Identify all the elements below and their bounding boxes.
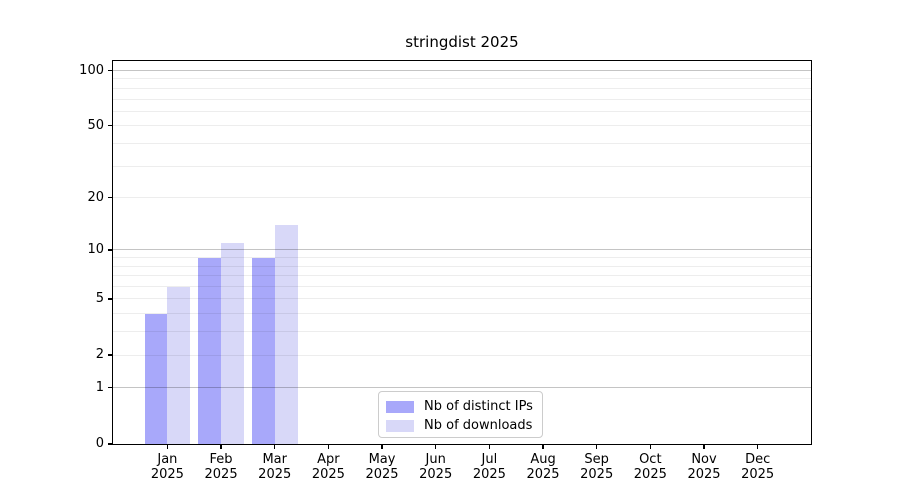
x-tick-month: Feb: [209, 452, 233, 467]
chart-title: stringdist 2025: [405, 33, 519, 51]
x-tick-year: 2025: [204, 466, 238, 482]
x-tick-month: Dec: [745, 452, 771, 467]
legend: Nb of distinct IPs Nb of downloads: [378, 391, 543, 438]
x-tick-month: Jan: [157, 452, 178, 467]
x-axis-tick: [596, 444, 598, 449]
x-tick-month: Sep: [584, 452, 609, 467]
bar-distinct-ips: [144, 313, 168, 444]
minor-gridline: [113, 110, 811, 112]
legend-swatch-distinct-ips: [386, 400, 414, 413]
y-axis-tick: [108, 197, 113, 199]
x-tick-year: 2025: [633, 466, 667, 482]
major-gridline: [113, 387, 811, 389]
y-tick-label: 1: [95, 379, 104, 395]
x-tick-label: Aug 2025: [511, 452, 575, 482]
x-tick-month: Nov: [691, 452, 717, 467]
x-tick-year: 2025: [580, 466, 614, 482]
minor-gridline: [113, 78, 811, 80]
x-tick-year: 2025: [472, 466, 506, 482]
x-axis-tick: [542, 444, 544, 449]
bar-downloads: [274, 224, 298, 444]
x-tick-month: Mar: [262, 452, 287, 467]
x-axis-tick: [488, 444, 490, 449]
y-tick-label: 20: [87, 189, 104, 205]
y-axis-tick: [108, 387, 113, 389]
y-tick-label: 100: [79, 62, 104, 78]
x-tick-month: May: [368, 452, 396, 467]
x-tick-label: Feb 2025: [189, 452, 253, 482]
x-tick-month: Oct: [639, 452, 662, 467]
y-axis-tick: [108, 443, 113, 445]
y-axis-tick: [108, 298, 113, 300]
x-tick-label: Jun 2025: [404, 452, 468, 482]
minor-gridline: [113, 98, 811, 100]
minor-gridline: [113, 298, 811, 300]
x-tick-label: May 2025: [350, 452, 414, 482]
y-axis-tick: [108, 354, 113, 356]
x-tick-year: 2025: [687, 466, 721, 482]
x-tick-label: Jul 2025: [457, 452, 521, 482]
legend-label-downloads: Nb of downloads: [424, 418, 533, 434]
x-tick-label: Mar 2025: [243, 452, 307, 482]
y-tick-label: 5: [95, 290, 104, 306]
minor-gridline: [113, 265, 811, 267]
legend-swatch-downloads: [386, 419, 414, 432]
major-gridline: [113, 70, 811, 71]
x-tick-year: 2025: [311, 466, 345, 482]
x-tick-month: Aug: [530, 452, 556, 467]
x-tick-label: Nov 2025: [672, 452, 736, 482]
x-tick-label: Oct 2025: [618, 452, 682, 482]
minor-gridline: [113, 275, 811, 277]
bar-downloads: [167, 286, 191, 444]
x-tick-year: 2025: [526, 466, 560, 482]
x-axis-tick: [757, 444, 759, 449]
major-gridline: [113, 249, 811, 251]
legend-label-distinct-ips: Nb of distinct IPs: [424, 399, 533, 415]
minor-gridline: [113, 125, 811, 127]
x-axis-tick: [327, 444, 329, 449]
x-axis-tick: [703, 444, 705, 449]
y-axis-tick: [108, 69, 113, 72]
x-axis-tick: [220, 444, 222, 449]
y-axis-tick: [108, 249, 113, 251]
y-tick-label: 0: [95, 436, 104, 451]
minor-gridline: [113, 142, 811, 144]
legend-entry-downloads: Nb of downloads: [386, 416, 542, 435]
minor-gridline: [113, 257, 811, 259]
x-tick-month: Apr: [317, 452, 340, 467]
x-tick-label: Jan 2025: [135, 452, 199, 482]
legend-entry-distinct-ips: Nb of distinct IPs: [386, 397, 542, 416]
y-tick-label: 50: [87, 117, 104, 133]
x-tick-year: 2025: [741, 466, 775, 482]
minor-gridline: [113, 354, 811, 356]
bar-downloads: [221, 242, 244, 444]
x-tick-year: 2025: [365, 466, 399, 482]
x-tick-month: Jun: [425, 452, 446, 467]
x-tick-year: 2025: [150, 466, 184, 482]
bar-distinct-ips: [198, 257, 222, 444]
x-axis-tick: [166, 444, 168, 449]
x-tick-label: Dec 2025: [726, 452, 790, 482]
y-tick-label: 10: [87, 241, 104, 257]
y-axis-tick: [108, 125, 113, 127]
minor-gridline: [113, 165, 811, 167]
minor-gridline: [113, 87, 811, 89]
minor-gridline: [113, 286, 811, 288]
x-tick-label: Sep 2025: [565, 452, 629, 482]
x-axis-tick: [435, 444, 437, 449]
minor-gridline: [113, 331, 811, 333]
x-tick-month: Jul: [481, 452, 498, 467]
x-axis-tick: [649, 444, 651, 449]
x-axis-tick: [381, 444, 383, 449]
x-axis-tick: [274, 444, 276, 449]
minor-gridline: [113, 313, 811, 315]
bar-distinct-ips: [251, 257, 275, 444]
x-tick-year: 2025: [419, 466, 453, 482]
x-tick-label: Apr 2025: [296, 452, 360, 482]
y-tick-label: 2: [95, 347, 104, 363]
minor-gridline: [113, 197, 811, 199]
x-tick-year: 2025: [258, 466, 292, 482]
